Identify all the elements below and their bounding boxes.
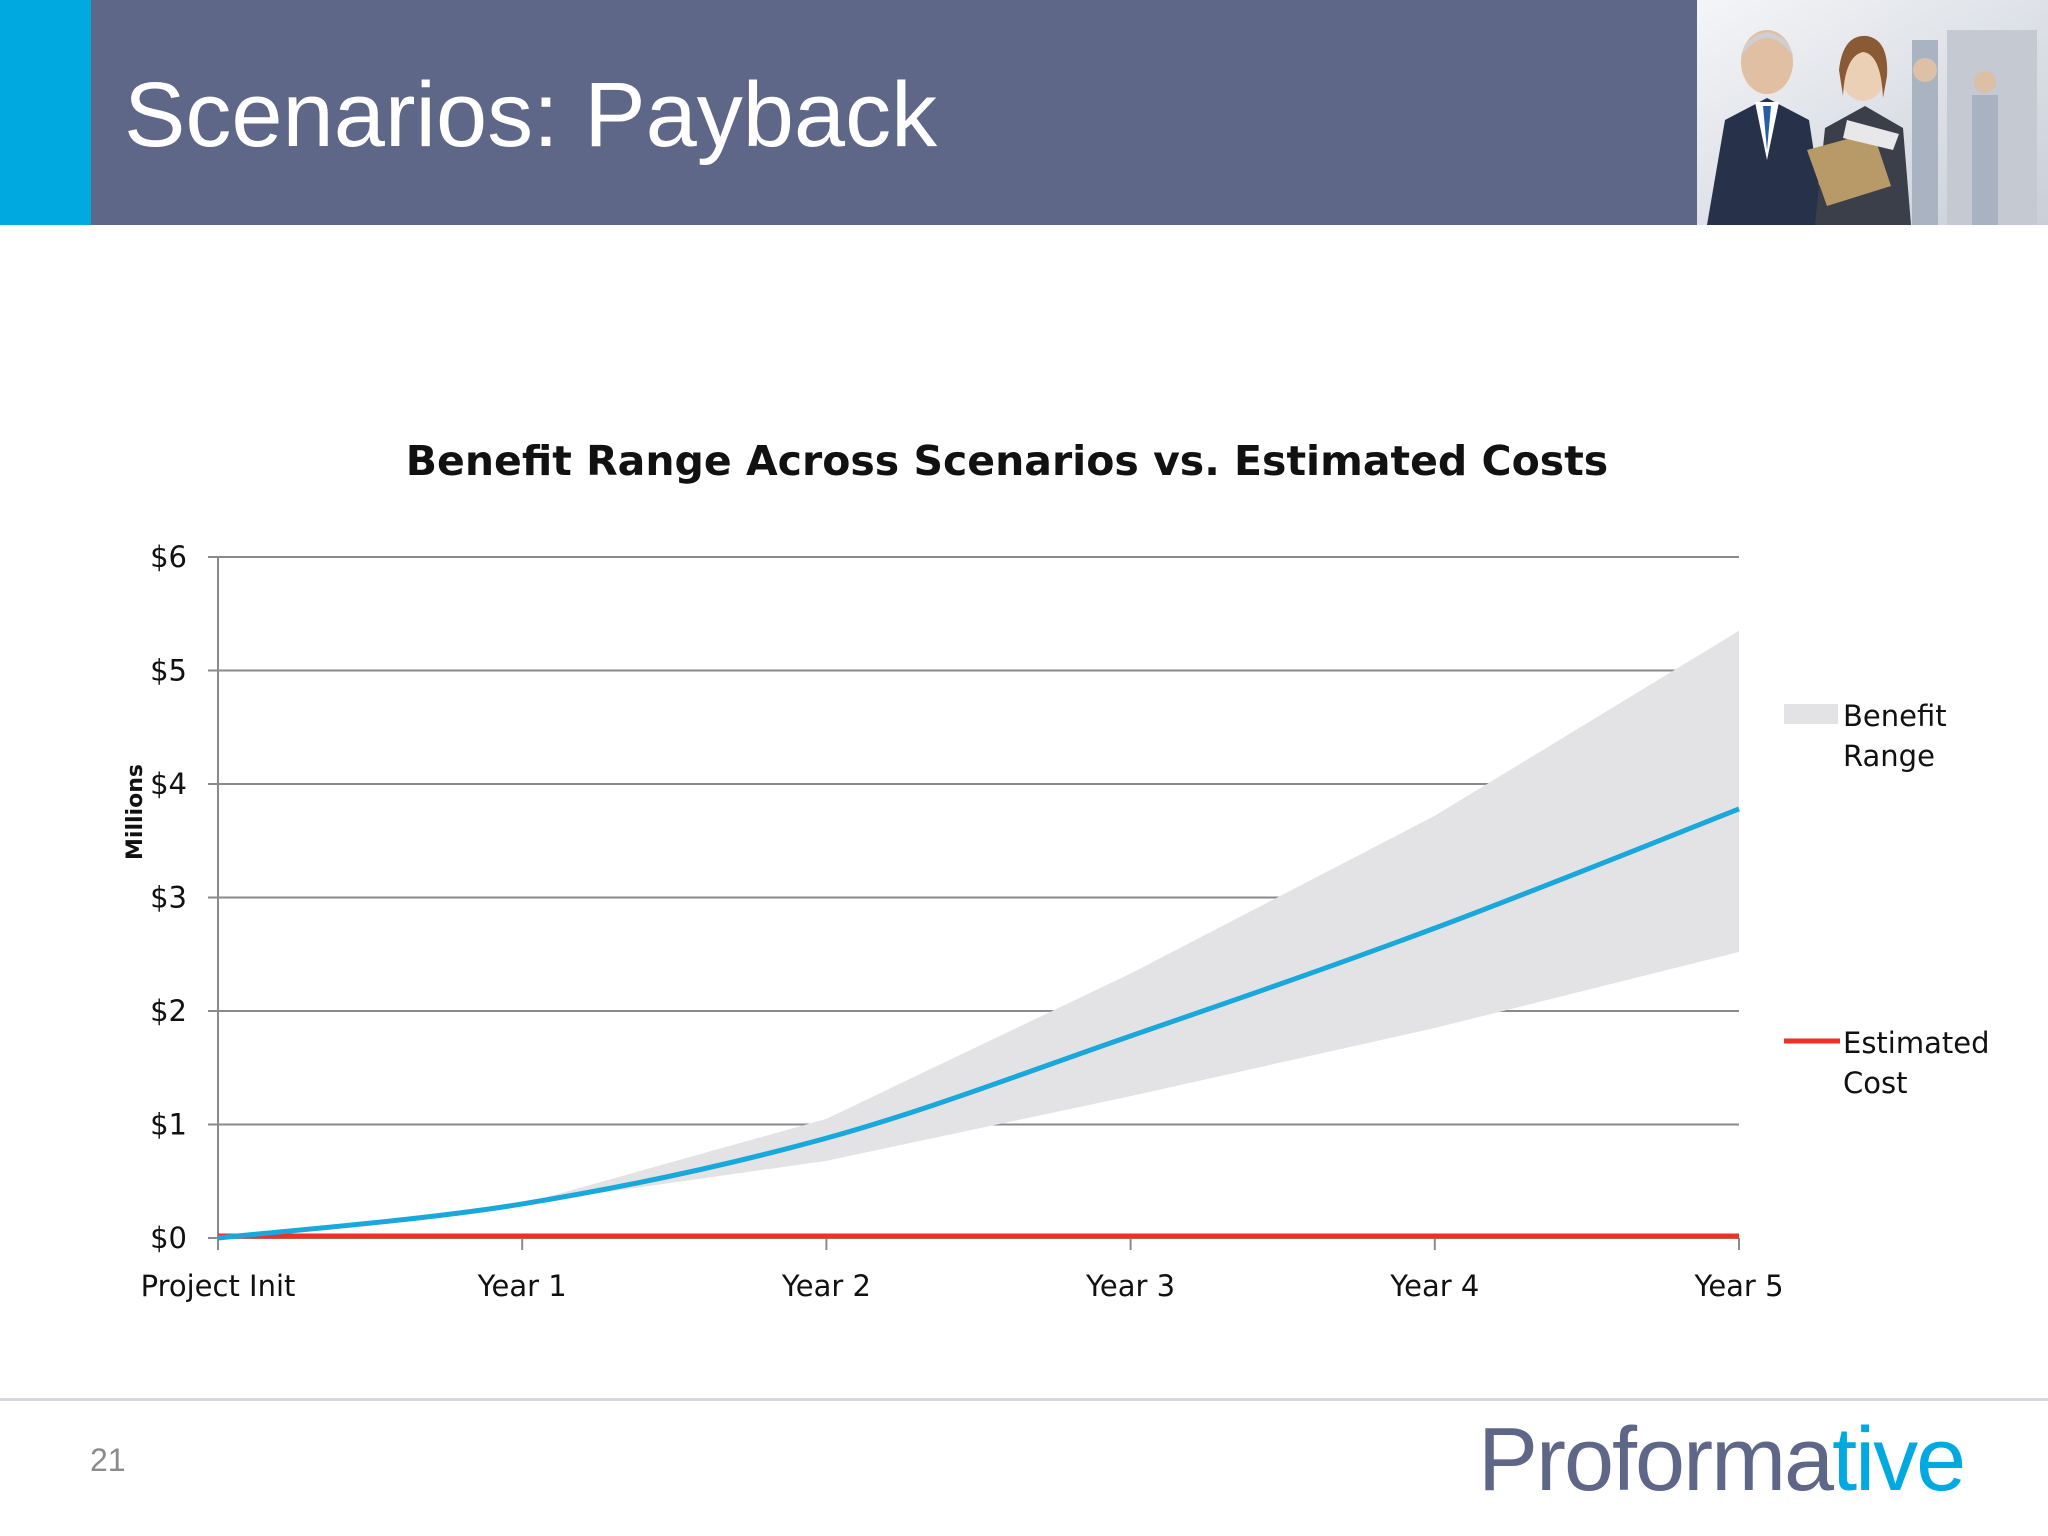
y-tick-label: $4 (150, 767, 187, 801)
x-tick-label: Year 5 (1693, 1269, 1783, 1303)
benefit-range-band (218, 630, 1739, 1238)
expected-benefit-line (217, 806, 1740, 1241)
y-tick-label: $0 (150, 1221, 187, 1255)
chart-title: Benefit Range Across Scenarios vs. Estim… (406, 437, 1608, 485)
header-bar (0, 0, 1697, 225)
y-tick-label: $1 (150, 1108, 187, 1142)
footer-divider (0, 1398, 2048, 1401)
legend-swatch-benefit-range (1784, 704, 1838, 724)
x-axis: Project Init Year 1 Year 2 Year 3 Year 4 Year… (141, 1269, 1784, 1303)
legend-label-estimated-cost-line1: Estimated (1843, 1026, 1990, 1060)
y-tick-label: $2 (150, 994, 187, 1028)
x-tick-label: Year 1 (477, 1269, 567, 1303)
accent-strip (0, 0, 91, 225)
x-tick-label: Project Init (141, 1269, 296, 1303)
x-tick-label: Year 4 (1389, 1269, 1479, 1303)
logo-text-main: Proforma (1478, 1410, 1834, 1510)
y-axis: $0 $1 $2 $3 $4 $5 $6 (150, 540, 187, 1255)
benefit-cost-chart: Benefit Range Across Scenarios vs. Estim… (123, 437, 1990, 1303)
legend-label-estimated-cost-line2: Cost (1843, 1066, 1907, 1100)
x-tick-label: Year 2 (781, 1269, 871, 1303)
y-tick-label: $6 (150, 540, 187, 574)
legend-label-benefit-range-line1: Benefit (1843, 699, 1947, 733)
proformative-logo: Proformative (1478, 1410, 1966, 1510)
legend-label-benefit-range-line2: Range (1843, 739, 1935, 773)
business-people-photo (1697, 0, 2048, 225)
y-tick-label: $3 (150, 881, 187, 915)
slide-title: Scenarios: Payback (124, 64, 938, 166)
logo-text-accent: tive (1832, 1410, 1966, 1510)
x-tick-label: Year 3 (1085, 1269, 1175, 1303)
y-axis-label: Millions (123, 764, 148, 860)
y-tick-label: $5 (150, 654, 187, 688)
chart-legend: Benefit Range Estimated Cost (1784, 699, 1990, 1100)
page-number: 21 (90, 1442, 126, 1478)
